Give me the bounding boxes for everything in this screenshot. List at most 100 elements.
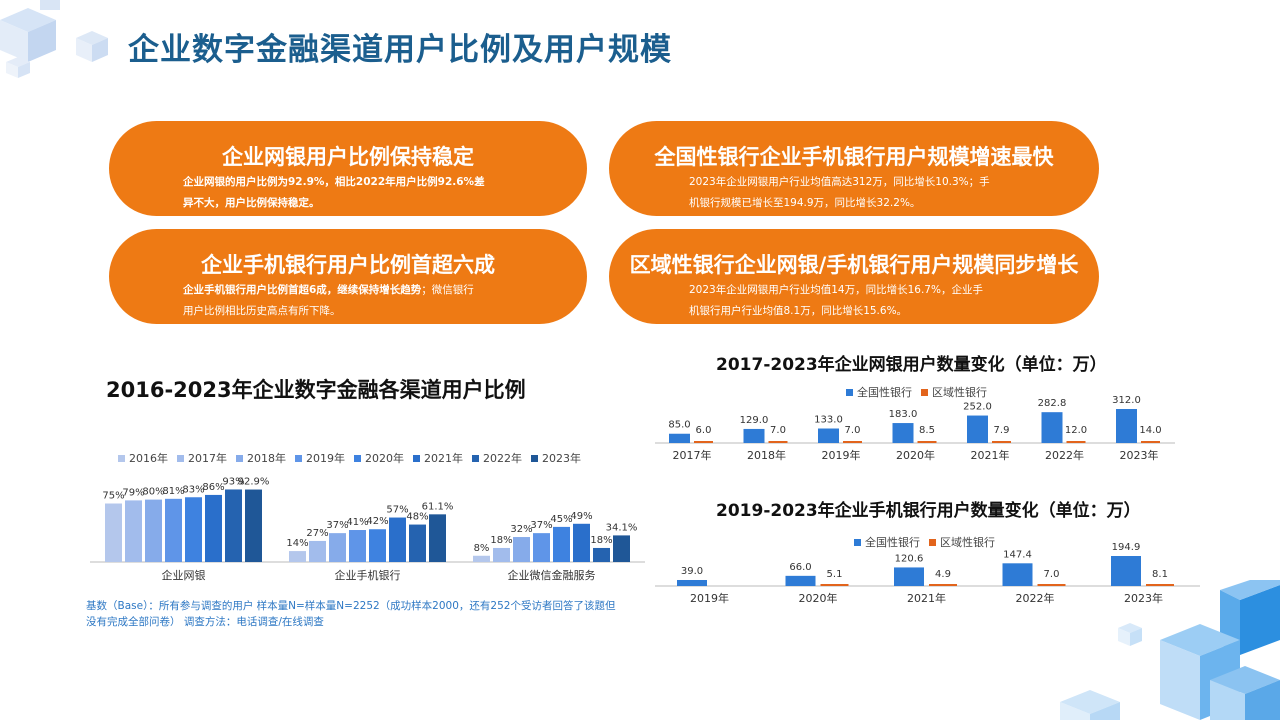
legend-label: 2016年: [129, 452, 168, 465]
card-title: 企业网银用户比例保持稳定: [222, 145, 474, 169]
data-label: 8.5: [919, 425, 935, 436]
data-label: 49%: [570, 511, 592, 522]
legend-swatch: [295, 454, 302, 462]
legend-swatch: [354, 454, 361, 462]
bar: [613, 535, 630, 562]
data-label: 7.0: [770, 425, 786, 436]
legend-item: 2019年: [295, 450, 345, 466]
data-label: 80%: [142, 487, 164, 498]
data-label: 85.0: [668, 420, 690, 431]
data-label: 133.0: [814, 415, 843, 426]
bar: [593, 547, 610, 562]
legend-label: 2023年: [542, 452, 581, 465]
data-label: 92.9%: [238, 477, 270, 488]
card-body: 企业手机银行用户比例首超6成，继续保持增长趋势；微信银行 用户比例相比历史高点有…: [183, 284, 474, 317]
data-label: 18%: [590, 535, 612, 546]
bar: [1066, 441, 1086, 443]
bar: [513, 537, 530, 562]
bar: [992, 441, 1011, 443]
data-label: 6.0: [696, 425, 712, 436]
data-label: 252.0: [963, 402, 992, 413]
cube-decoration-bottom-right: [1060, 580, 1280, 720]
bar: [917, 441, 937, 443]
legend-item: 区域性银行: [921, 384, 987, 400]
bar: [389, 517, 406, 562]
data-label: 5.1: [827, 569, 843, 580]
data-label: 312.0: [1112, 395, 1141, 406]
data-label: 39.0: [681, 566, 703, 577]
data-label: 120.6: [895, 553, 924, 564]
data-label: 12.0: [1065, 425, 1087, 436]
legend-swatch: [846, 388, 853, 396]
bar: [967, 415, 988, 443]
summary-card-regional: 区域性银行企业网银/手机银行用户规模同步增长 2023年企业网银用户行业均值14…: [609, 229, 1099, 324]
legend-label: 区域性银行: [932, 386, 987, 399]
cube-decoration-top-left: [0, 0, 108, 78]
bar: [892, 423, 914, 443]
chart-mobile-users: 39.0 2019年 66.0 5.1 2020年 120.6 4.9 2021年 147.4 7…: [655, 542, 1200, 605]
category-label: 2020年: [799, 591, 838, 605]
chart-legend-years: 2016年 2017年 2018年 2019年 2020年 2021年 2022年 2023年: [118, 450, 590, 466]
category-label: 2021年: [907, 591, 946, 605]
bar: [205, 494, 222, 562]
bar: [669, 433, 690, 443]
summary-card-national-mobile: 全国性银行企业手机银行用户规模增速最快 2023年企业网银用户行业均值高达312…: [609, 121, 1099, 216]
data-label: 93%: [222, 476, 244, 487]
data-label: 61.1%: [422, 501, 454, 512]
legend-label: 2020年: [365, 452, 404, 465]
legend-item: 区域性银行: [929, 534, 995, 550]
category-label: 企业网银: [162, 568, 206, 582]
bar: [1111, 556, 1141, 586]
bar: [677, 579, 707, 586]
category-label: 2017年: [673, 448, 712, 462]
bar: [1146, 584, 1174, 586]
category-label: 2022年: [1016, 591, 1055, 605]
legend-swatch: [413, 454, 420, 462]
bar: [225, 489, 242, 562]
legend-item: 全国性银行: [846, 384, 912, 400]
legend-swatch: [854, 538, 861, 546]
data-label: 8.1: [1152, 569, 1168, 580]
legend-item: 2017年: [177, 450, 227, 466]
bar: [409, 524, 426, 562]
bar: [493, 547, 510, 562]
bar: [743, 428, 765, 443]
legend-label: 2021年: [424, 452, 463, 465]
chart-channel-ratio: 75%79%80%81%83%86%93%92.9%企业网银14%27%37%4…: [90, 476, 645, 582]
bar: [1037, 584, 1066, 586]
bar: [349, 530, 366, 562]
legend-item: 2021年: [413, 450, 463, 466]
category-label: 2019年: [690, 591, 729, 605]
legend-swatch: [921, 388, 928, 396]
category-label: 2020年: [896, 448, 935, 462]
data-label: 18%: [490, 535, 512, 546]
bar: [768, 441, 788, 443]
chart-legend-bank-type: 全国性银行 区域性银行: [846, 384, 996, 400]
legend-swatch: [236, 454, 243, 462]
bar: [553, 526, 570, 562]
card-title: 企业手机银行用户比例首超六成: [201, 253, 495, 277]
card-title: 全国性银行企业手机银行用户规模增速最快: [654, 145, 1054, 169]
bar: [1116, 409, 1137, 443]
bar: [929, 584, 957, 586]
data-label: 194.9: [1112, 542, 1141, 553]
data-label: 4.9: [935, 569, 951, 580]
data-label: 34.1%: [606, 522, 638, 533]
bar: [1002, 563, 1033, 586]
chart-title-mobile-users: 2019-2023年企业手机银行用户数量变化（单位：万）: [716, 501, 1141, 521]
legend-item: 2022年: [472, 450, 522, 466]
bar: [185, 497, 202, 562]
legend-swatch: [472, 454, 479, 462]
footnote: 基数（Base）：所有参与调查的用户 样本量N=样本量N=2252（成功样本20…: [86, 600, 616, 628]
chart-online-users: 85.0 6.02017年129.07.02018年133.07.02019年18…: [655, 395, 1175, 462]
data-label: 45%: [550, 514, 572, 525]
data-label: 183.0: [889, 409, 918, 420]
data-label: 8%: [474, 543, 490, 554]
bar: [245, 489, 262, 562]
bar: [573, 523, 590, 562]
data-label: 32%: [510, 524, 532, 535]
bar: [309, 540, 326, 562]
legend-item: 2023年: [531, 450, 581, 466]
legend-label: 2022年: [483, 452, 522, 465]
bar: [473, 555, 490, 562]
